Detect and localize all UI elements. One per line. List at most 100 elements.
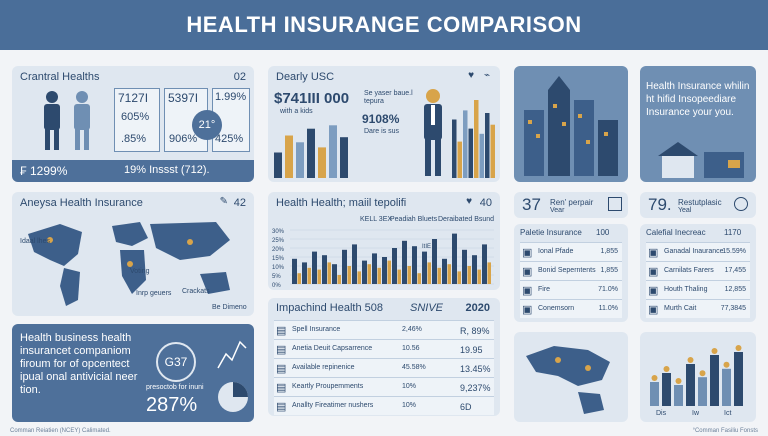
- panel-health-text: Health Insurance whilin ht hifid Insopee…: [640, 66, 756, 182]
- panel-corner: 40: [479, 197, 492, 209]
- bar-b: [307, 267, 311, 284]
- list-item: ▣ Fire 71.0%: [520, 280, 622, 299]
- bar: [457, 141, 462, 178]
- footer-left: Comman Reiatien (NCEY) Calimated.: [10, 428, 111, 434]
- cell: R, 89%: [460, 326, 490, 336]
- bar-b: [397, 269, 401, 284]
- bar: [698, 377, 707, 406]
- coin-icon: [651, 375, 658, 381]
- building-icon: [524, 76, 618, 176]
- business-text: Health business health insurancet compan…: [20, 332, 138, 396]
- year: 2020: [465, 302, 490, 314]
- row-value: 1,855: [600, 248, 618, 255]
- map-label: Idaal lhes: [20, 238, 50, 245]
- panel-central-health: Crantral Healths 02 7127I 605% .85% 5397…: [12, 66, 254, 182]
- y-tick: 0%: [272, 283, 281, 288]
- panel-stat-37: 37 Ren' perpair Vear: [514, 192, 628, 218]
- cell: Anetia Deuit Capsarrence: [292, 345, 373, 352]
- bar-a: [312, 251, 317, 284]
- bar-a: [412, 246, 417, 284]
- footer-bar: ₣ 1299% 19% Inssst (712).: [12, 160, 254, 182]
- panel-title: Health Health; maiil tepolifi: [276, 197, 407, 209]
- cell: 6D: [460, 402, 472, 412]
- panel-map-small: [514, 332, 628, 422]
- list-item: ▣ Murth Cait 77,3845: [646, 299, 750, 318]
- bar: [686, 364, 695, 406]
- cell: 19.95: [460, 345, 483, 355]
- bar-b: [467, 266, 471, 284]
- mid-value: 9108%: [362, 112, 400, 126]
- stat-label: Restutplasic: [678, 198, 722, 207]
- bar-a: [392, 248, 397, 284]
- row-icon: ▤: [276, 401, 287, 413]
- list-item: ▣ Carnilats Farers 17,455: [646, 261, 750, 280]
- row-icon: ▣: [648, 285, 659, 297]
- stat-value: 5397I: [168, 91, 199, 105]
- y-tick: 10%: [272, 265, 285, 271]
- row-icon: ▣: [522, 247, 533, 259]
- panel-map: Aneysa Health Insurance ✎ 42 Idaal lhes …: [12, 192, 254, 316]
- bar: [650, 382, 659, 406]
- panel-calefial: Calefial Inecreac 1170 ▣ Ganadal Inauranc…: [640, 224, 756, 322]
- map-label: Be Dimeno: [212, 304, 247, 311]
- chart-tag: ItIE: [422, 244, 431, 250]
- house-icon: [658, 142, 744, 178]
- link-icon: ⌁: [483, 70, 490, 81]
- panel-corner: 42: [233, 197, 246, 209]
- bar-a: [342, 249, 347, 284]
- axis-label: Dis: [656, 410, 667, 417]
- row-label: Murth Cait: [664, 305, 697, 312]
- stat-box-3: 1.99% 425%: [212, 88, 250, 152]
- cell: Spell Insurance: [292, 326, 341, 333]
- panel-title: Calefial Inecreac: [646, 228, 706, 237]
- bar: [722, 368, 731, 406]
- axis-label: Iw: [692, 410, 699, 417]
- row-value: 77,3845: [720, 305, 746, 312]
- big-percent: 287%: [146, 394, 198, 416]
- bar: [662, 373, 671, 406]
- legend-item: Peadiah Bluets: [390, 216, 438, 223]
- row-icon: ▤: [276, 382, 287, 394]
- mid-sub: Dare is sus: [364, 128, 400, 135]
- health-bar-chart: 30% 25% 20% 15% 10% 5% 0% ItIE: [272, 229, 494, 288]
- row-icon: ▣: [522, 285, 533, 297]
- row-label: Carnilats Farers: [664, 267, 714, 274]
- row-value: 71.0%: [598, 286, 618, 293]
- bar-b: [337, 275, 341, 284]
- stat-value: 906%: [169, 133, 198, 145]
- y-tick: 25%: [272, 238, 285, 244]
- people-icon: [44, 91, 90, 150]
- panel-business: Health business health insurancet compan…: [12, 324, 254, 422]
- y-tick: 15%: [272, 256, 285, 262]
- bar: [479, 133, 484, 178]
- stat-sub: Vear: [550, 207, 565, 214]
- row-value: 1,855: [600, 267, 618, 274]
- coin-icon: [675, 378, 682, 384]
- coin-icon: [687, 357, 694, 363]
- bar: [674, 385, 683, 406]
- y-tick: 5%: [272, 274, 281, 280]
- bar: [463, 110, 468, 178]
- row-icon: ▣: [522, 266, 533, 278]
- bar-b: [317, 269, 321, 284]
- heart-icon: ♥: [466, 196, 472, 207]
- bar-b: [357, 271, 361, 284]
- clock-icon: [734, 197, 748, 211]
- row-icon: ▣: [648, 304, 659, 316]
- badge-value: G37: [164, 355, 188, 369]
- row-icon: ▣: [648, 266, 659, 278]
- bar-b: [367, 264, 371, 284]
- cell: 10.56: [402, 345, 420, 352]
- bar-a: [352, 244, 357, 284]
- footer-left: ₣ 1299%: [20, 164, 68, 178]
- bar: [734, 352, 743, 406]
- panel-coins-chart: Dis Iw Ict: [640, 332, 756, 422]
- map-label: Inrp geuers: [136, 290, 172, 297]
- brand: SNIVE: [410, 302, 444, 314]
- cell: 45.58%: [402, 364, 426, 371]
- panel-title: Aneysa Health Insurance: [20, 197, 143, 209]
- panel-corner: 100: [596, 228, 610, 237]
- row-label: Fire: [538, 286, 551, 293]
- list-item: ▣ Ional Pfade 1,855: [520, 242, 622, 261]
- panel-dearly: Dearly USC ♥ ⌁ $741III 000 with a kids S…: [268, 66, 500, 182]
